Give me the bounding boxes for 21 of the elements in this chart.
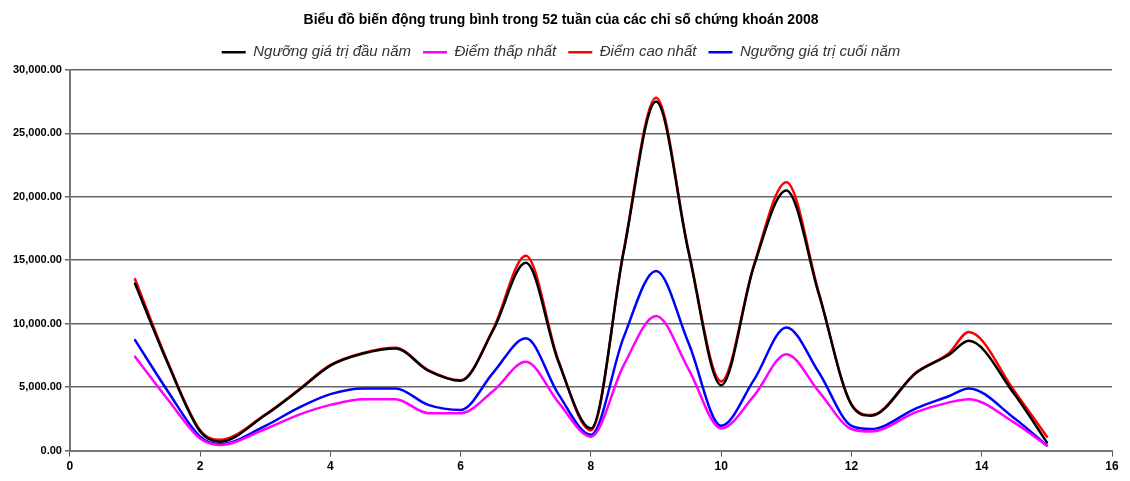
- y-tick-label: 30,000.00: [13, 62, 62, 75]
- legend-label: Điểm thấp nhất: [454, 42, 558, 60]
- x-tick-label: 8: [587, 459, 595, 474]
- legend-label: Ngưỡng giá trị đầu năm: [253, 42, 412, 60]
- y-tick-label: 25,000.00: [13, 126, 62, 139]
- x-tick-label: 14: [975, 459, 989, 474]
- chart-title: Biểu đồ biến động trung bình trong 52 tuần của các chỉ số chứng khoán 2008: [303, 11, 819, 28]
- x-tick-label: 6: [457, 459, 465, 474]
- x-tick-label: 0: [66, 459, 74, 474]
- y-tick-label: 20,000.00: [13, 189, 62, 202]
- y-tick-label: 5,000.00: [19, 380, 62, 393]
- y-tick-label: 0.00: [40, 443, 62, 456]
- y-tick-label: 10,000.00: [13, 316, 62, 329]
- x-tick-label: 4: [327, 459, 335, 474]
- x-tick-label: 12: [844, 459, 859, 474]
- x-tick-label: 10: [714, 459, 729, 474]
- legend-label: Điểm cao nhất: [599, 42, 698, 60]
- y-tick-label: 15,000.00: [13, 253, 62, 266]
- legend-label: Ngưỡng giá trị cuối năm: [739, 42, 901, 60]
- x-tick-label: 2: [196, 459, 204, 474]
- x-tick-label: 16: [1105, 459, 1119, 474]
